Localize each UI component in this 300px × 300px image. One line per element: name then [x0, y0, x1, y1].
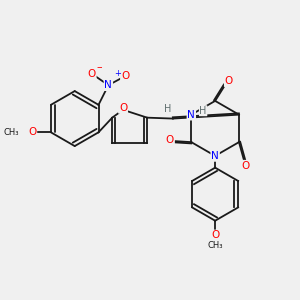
Text: O: O: [242, 161, 250, 171]
Text: O: O: [119, 103, 127, 113]
Text: CH₃: CH₃: [4, 128, 20, 137]
Text: +: +: [114, 69, 121, 78]
Text: O: O: [121, 71, 129, 81]
Text: O: O: [88, 69, 96, 80]
Text: CH₃: CH₃: [207, 241, 223, 250]
Text: N: N: [211, 151, 219, 161]
Text: –: –: [97, 62, 102, 73]
Text: O: O: [166, 135, 174, 145]
Text: O: O: [225, 76, 233, 86]
Text: H: H: [200, 106, 207, 116]
Text: N: N: [188, 110, 195, 120]
Text: O: O: [211, 230, 219, 240]
Text: O: O: [28, 127, 36, 137]
Text: N: N: [104, 80, 112, 90]
Text: H: H: [164, 104, 172, 114]
